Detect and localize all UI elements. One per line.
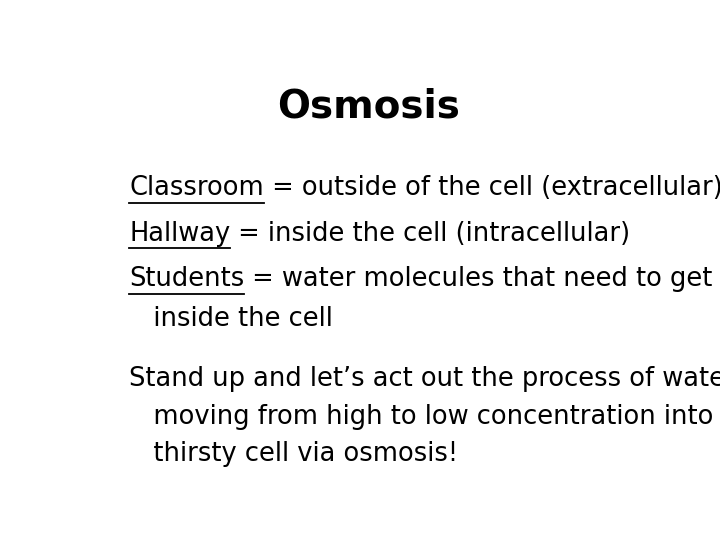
Text: Hallway: Hallway xyxy=(129,221,230,247)
Text: thirsty cell via osmosis!: thirsty cell via osmosis! xyxy=(129,441,458,467)
Text: = inside the cell (intracellular): = inside the cell (intracellular) xyxy=(230,221,631,247)
Text: Classroom: Classroom xyxy=(129,175,264,201)
Text: moving from high to low concentration into a: moving from high to low concentration in… xyxy=(129,404,720,430)
Text: Osmosis: Osmosis xyxy=(278,87,460,126)
Text: inside the cell: inside the cell xyxy=(129,306,333,332)
Text: Stand up and let’s act out the process of water: Stand up and let’s act out the process o… xyxy=(129,366,720,392)
Text: = water molecules that need to get: = water molecules that need to get xyxy=(244,266,713,293)
Text: Students: Students xyxy=(129,266,244,293)
Text: = outside of the cell (extracellular): = outside of the cell (extracellular) xyxy=(264,175,720,201)
